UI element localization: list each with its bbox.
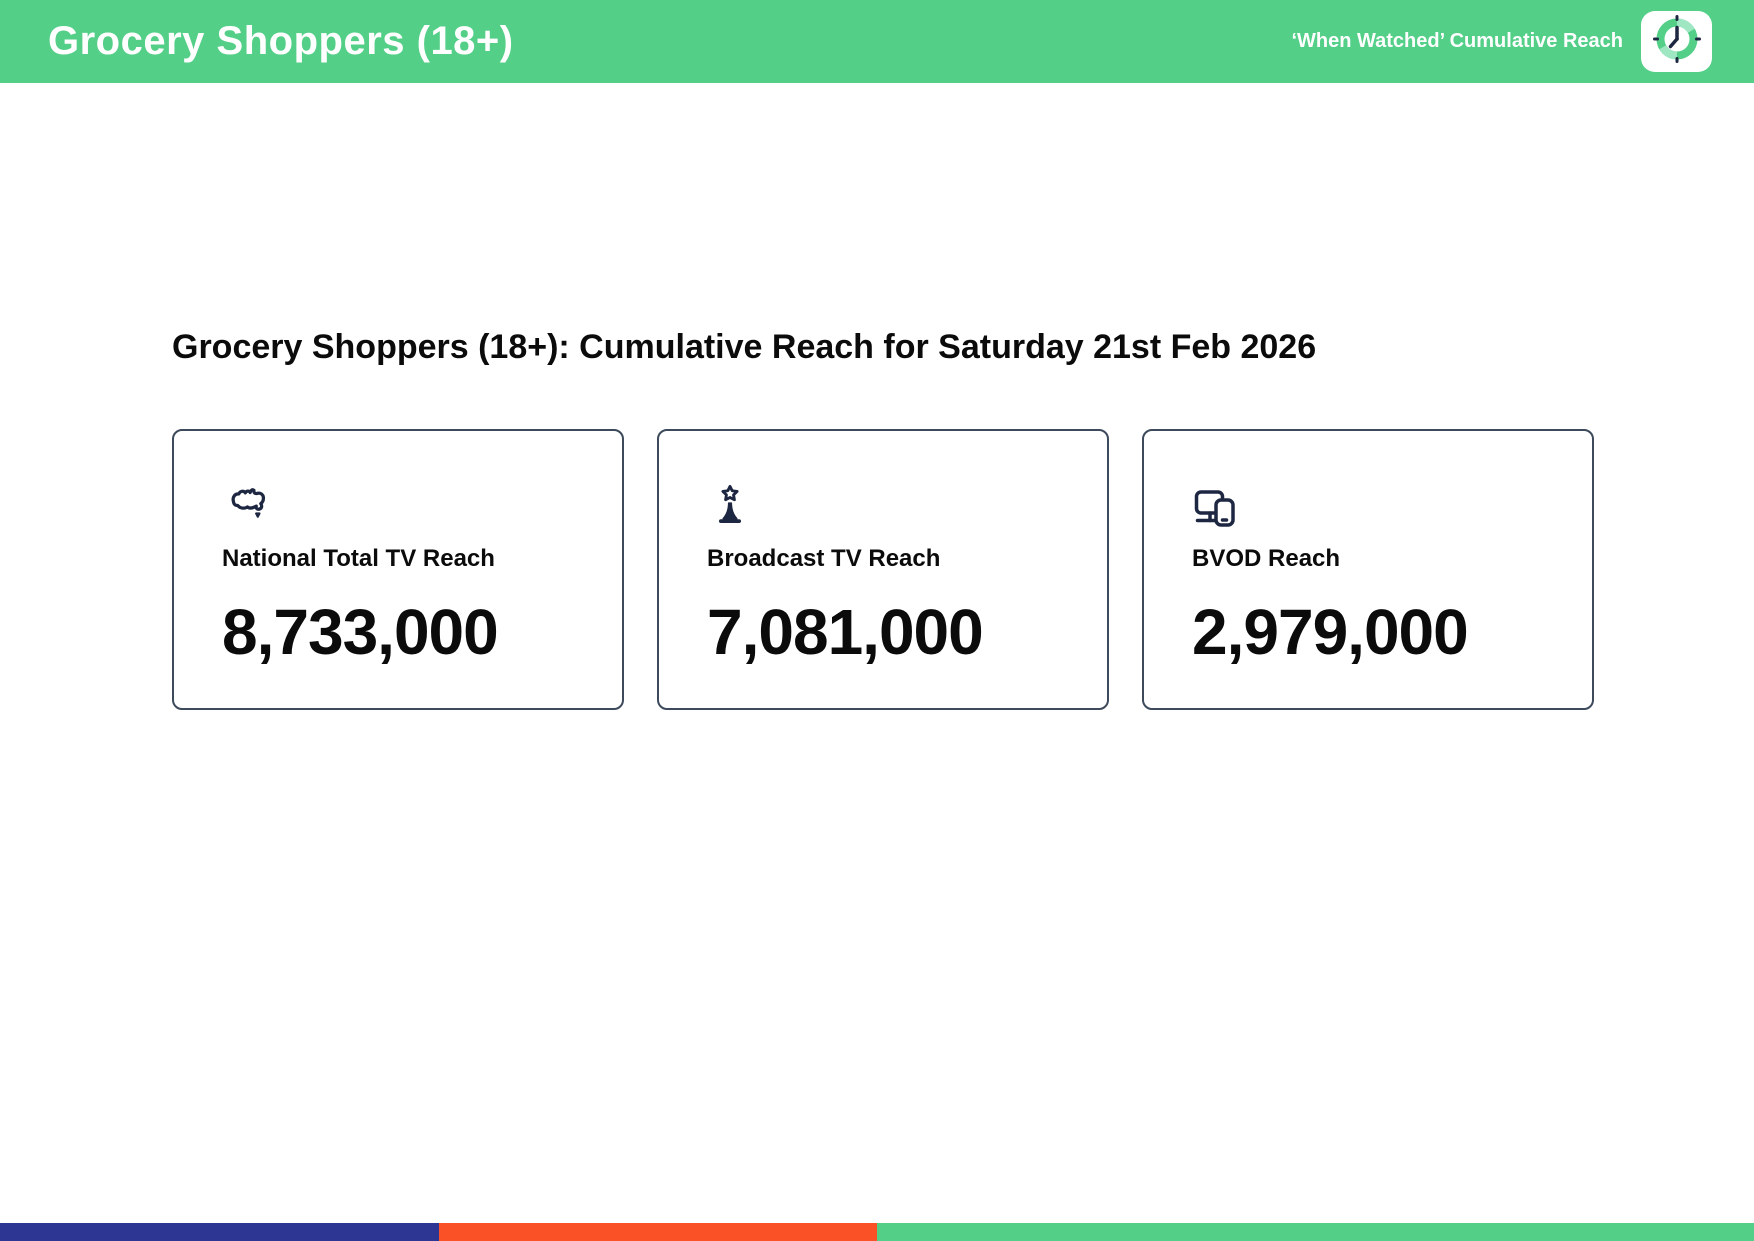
bvod-reach-card: BVOD Reach 2,979,000 [1142,429,1594,710]
kpi-cards-row: National Total TV Reach 8,733,000 Broadc… [172,429,1594,710]
broadcast-tower-icon [707,483,1077,529]
page-title: Grocery Shoppers (18+): Cumulative Reach… [172,328,1317,366]
main-content: Grocery Shoppers (18+): Cumulative Reach… [0,328,1754,710]
card-label: BVOD Reach [1192,545,1341,572]
footer-bar-segment [0,1223,439,1241]
card-value: 2,979,000 [1192,596,1469,668]
card-value: 8,733,000 [222,596,499,668]
footer-color-bar [0,1223,1754,1241]
header-right-group: ‘When Watched’ Cumulative Reach [1291,11,1712,72]
card-label: Broadcast TV Reach [707,545,941,572]
devices-icon [1192,483,1562,529]
card-label: National Total TV Reach [222,545,495,572]
app-title: Grocery Shoppers (18+) [48,19,514,63]
national-total-tv-reach-card: National Total TV Reach 8,733,000 [172,429,624,710]
app-logo [1641,11,1712,72]
australia-map-icon [222,483,592,529]
header-subtitle: ‘When Watched’ Cumulative Reach [1291,30,1623,52]
footer-bar-segment [877,1223,1754,1241]
card-value: 7,081,000 [707,596,984,668]
app-header: Grocery Shoppers (18+) ‘When Watched’ Cu… [0,0,1754,83]
broadcast-tv-reach-card: Broadcast TV Reach 7,081,000 [657,429,1109,710]
footer-bar-segment [438,1223,877,1241]
clock-icon [1651,15,1703,68]
